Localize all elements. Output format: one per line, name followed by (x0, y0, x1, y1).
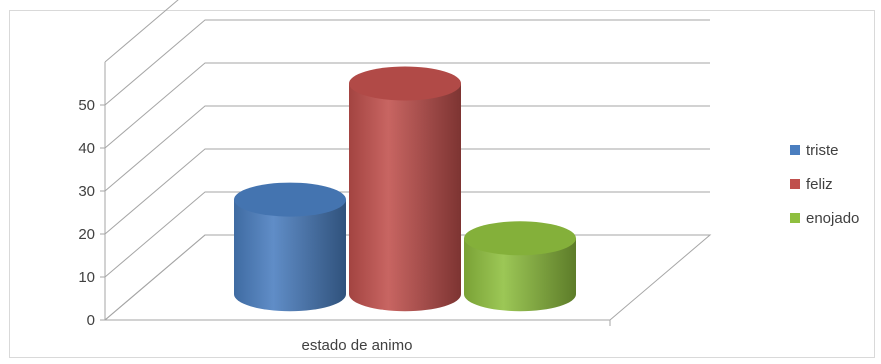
gridline (104, 191, 710, 278)
y-tick-label: 50 (78, 97, 95, 114)
legend-swatch-feliz (790, 179, 800, 189)
y-tick-label: 0 (87, 312, 95, 329)
bar-top (464, 221, 576, 256)
y-tick-label: 40 (78, 140, 95, 157)
legend-swatch-enojado (790, 213, 800, 223)
legend-label-triste: triste (806, 142, 839, 159)
legend-label-enojado: enojado (806, 210, 859, 227)
y-tick-label: 10 (78, 269, 95, 286)
y-tick-label: 30 (78, 183, 95, 200)
y-tick-label: 20 (78, 226, 95, 243)
bar-body (349, 83, 462, 312)
gridline (104, 0, 179, 63)
legend-label-feliz: feliz (806, 176, 833, 193)
bar-top (234, 182, 346, 217)
bars (234, 66, 576, 312)
bar-triste (234, 182, 346, 312)
gridline (104, 105, 710, 192)
bar-feliz (349, 66, 462, 312)
gridline (104, 19, 710, 106)
bar-enojado (464, 221, 576, 312)
gridlines (104, 0, 710, 321)
bar-top (349, 66, 461, 101)
legend: triste feliz enojado (790, 142, 859, 227)
legend-swatch-triste (790, 145, 800, 155)
x-category-label: estado de animo (302, 337, 413, 354)
gridline (104, 148, 710, 235)
bar-body (234, 199, 346, 312)
gridline (104, 62, 710, 149)
bar-body (464, 238, 576, 312)
y-axis-ticks: 0 10 20 30 40 50 (78, 97, 105, 329)
